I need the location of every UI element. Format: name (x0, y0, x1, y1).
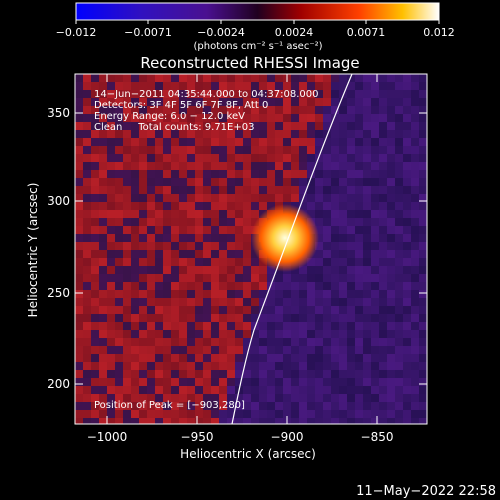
reconstructed-image (75, 74, 427, 424)
y-tick-label: 350 (47, 106, 70, 120)
x-axis-label: Heliocentric X (arcsec) (180, 447, 316, 461)
solar-limb-line (231, 74, 353, 424)
y-tick-label: 300 (47, 194, 70, 208)
x-tick-label: −850 (361, 430, 394, 444)
plot-title: Reconstructed RHESSI Image (140, 54, 359, 72)
y-axis-label: Heliocentric Y (arcsec) (26, 183, 40, 318)
info-line-energy: Energy Range: 6.0 − 12.0 keV (94, 111, 245, 122)
x-tick-label: −950 (181, 430, 214, 444)
colorbar-tick-label: 0.012 (423, 26, 455, 39)
x-tick-label: −900 (271, 430, 304, 444)
colorbar-tick-label: 0.0071 (347, 26, 386, 39)
colorbar-tick-label: −0.0024 (197, 26, 245, 39)
flare-peak-source (251, 204, 319, 272)
colorbar-tick-label: 0.0024 (275, 26, 314, 39)
x-tick-label: −1000 (87, 430, 128, 444)
colorbar-tick-label: −0.0071 (124, 26, 172, 39)
y-tick-label: 200 (47, 377, 70, 391)
y-tick-label: 250 (47, 286, 70, 300)
peak-position-text: Position of Peak = [−903,280] (94, 400, 245, 411)
colorbar-ticks: −0.012 −0.0071 −0.0024 0.0024 0.0071 0.012 (56, 20, 455, 39)
colorbar-tick-label: −0.012 (56, 26, 97, 39)
y-axis-ticks: 350 300 250 200 (47, 106, 427, 391)
info-line-detectors: Detectors: 3F 4F 5F 6F 7F 8F, Att 0 (94, 100, 268, 111)
colorbar-units: (photons cm⁻² s⁻¹ asec⁻²) (193, 41, 322, 52)
x-axis-ticks: −1000 −950 −900 −850 (87, 74, 394, 444)
observation-info: 14−Jun−2011 04:35:44.000 to 04:37:08.000… (94, 89, 319, 133)
info-line-counts: Clean Total counts: 9.71E+03 (94, 122, 254, 133)
colorbar (75, 2, 440, 21)
info-line-time: 14−Jun−2011 04:35:44.000 to 04:37:08.000 (94, 89, 319, 100)
footer-timestamp: 11−May−2022 22:58 (356, 484, 496, 499)
plot-frame (74, 73, 428, 425)
